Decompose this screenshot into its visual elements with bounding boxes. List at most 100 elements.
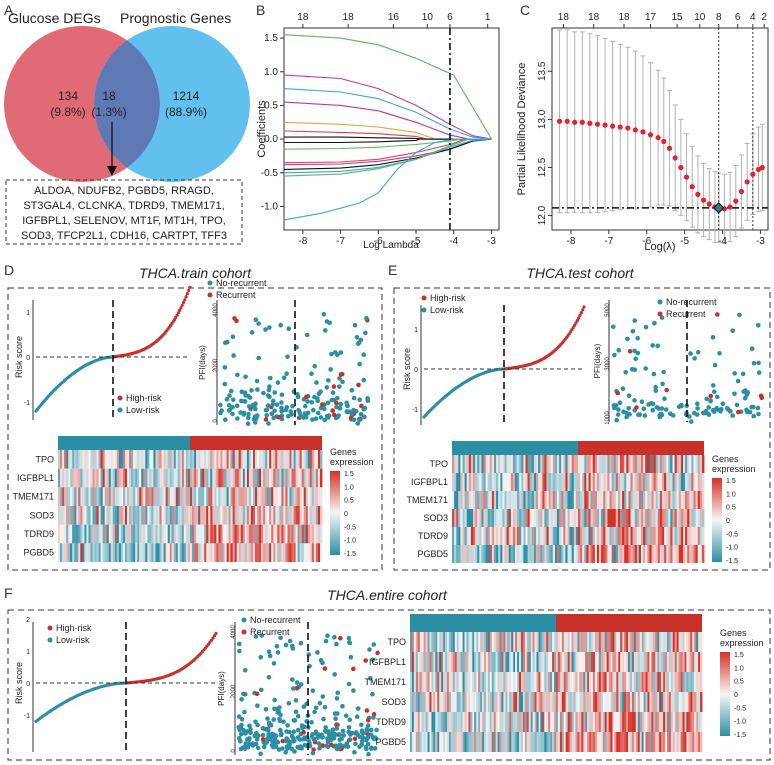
heatmap-cell	[505, 732, 508, 752]
heatmap-cell	[536, 632, 539, 652]
heatmap-cell	[257, 450, 260, 469]
heatmap-cell	[579, 732, 582, 752]
heatmap-cell	[531, 545, 535, 563]
heatmap-cell	[216, 543, 219, 562]
pfi-point	[291, 718, 297, 723]
heatmap-cell	[639, 672, 642, 692]
heatmap-cell	[123, 468, 126, 488]
heatmap-cell	[149, 487, 152, 506]
pfi-point	[253, 741, 259, 747]
heatmap-cell	[684, 652, 687, 672]
pfi-point	[635, 335, 640, 341]
heatmap-cell	[672, 712, 676, 732]
pfi-point	[715, 394, 720, 400]
heatmap-cell	[567, 473, 570, 491]
heatmap-cell	[169, 524, 173, 544]
pfi-point	[331, 412, 337, 418]
heatmap-cell	[696, 632, 699, 652]
heatmap-cell	[696, 692, 699, 712]
heatmap-cell	[682, 632, 685, 652]
pfi-legend-label: No-recurrent	[666, 297, 717, 307]
heatmap-cell	[494, 527, 497, 545]
heatmap-cell	[179, 506, 183, 525]
heatmap-cell	[226, 468, 229, 488]
heatmap-cell	[573, 455, 577, 473]
heatmap-cell	[450, 692, 454, 712]
heatmap-cell	[88, 506, 91, 525]
heatmap-cell	[108, 543, 112, 562]
pfi-point	[322, 417, 328, 423]
heatmap-cell	[630, 527, 633, 545]
heatmap-cell	[135, 487, 138, 506]
heatmap-cell	[78, 450, 81, 469]
heatmap-cell	[460, 491, 463, 509]
heatmap-cell	[526, 672, 530, 692]
heatmap-cell	[620, 455, 623, 473]
expression-legend-tick: -0.5	[726, 531, 738, 538]
heatmap-cell	[517, 527, 520, 545]
heatmap-cell	[573, 491, 577, 509]
heatmap-cell	[494, 491, 497, 509]
heatmap-cell	[645, 455, 648, 473]
heatmap-cell	[198, 506, 201, 525]
heatmap-cell	[515, 473, 518, 491]
pfi-point	[266, 421, 271, 426]
heatmap-cell	[220, 506, 223, 525]
heatmap-cell	[685, 545, 688, 563]
heatmap-cell	[133, 450, 136, 469]
heatmap-cell	[569, 672, 572, 692]
heatmap-cell	[479, 527, 482, 545]
heatmap-cell	[92, 450, 95, 469]
heatmap-cell	[544, 545, 547, 563]
heatmap-cell	[519, 652, 522, 672]
heatmap-cell	[202, 468, 205, 488]
heatmap-cell	[519, 712, 522, 732]
heatmap-cell	[501, 632, 504, 652]
expression-legend-tick: 1.0	[726, 491, 736, 498]
heatmap-cell	[131, 450, 134, 469]
heatmap-cell	[580, 527, 583, 545]
heatmap-cell	[694, 712, 697, 732]
heatmap-cell	[571, 527, 575, 545]
pfi-point	[368, 727, 374, 733]
heatmap-cell	[265, 524, 268, 544]
heatmap-cell	[534, 652, 537, 672]
heatmap-cell	[635, 632, 639, 652]
heatmap-cell	[155, 506, 158, 525]
heatmap-cell	[612, 652, 615, 672]
heatmap-cell	[460, 712, 463, 732]
deviance-point	[744, 179, 750, 185]
heatmap-gene-label: SOD3	[423, 513, 448, 523]
heatmap-cell	[590, 455, 594, 473]
heatmap-cell	[255, 524, 258, 544]
pfi-tick-label: 2000	[231, 684, 237, 698]
deviance-point	[572, 119, 578, 125]
heatmap-cell	[462, 672, 465, 692]
heatmap-cell	[533, 527, 537, 545]
heatmap-cell	[600, 652, 604, 672]
heatmap-cell	[573, 692, 576, 712]
pfi-legend-label: No-recurrent	[216, 278, 267, 288]
heatmap-cell	[686, 672, 689, 692]
deviance-point	[556, 118, 563, 124]
heatmap-cell	[499, 692, 502, 712]
heatmap-cell	[645, 632, 648, 652]
heatmap-cell	[510, 509, 514, 527]
heatmap-cell	[80, 450, 83, 469]
heatmap-cell	[593, 732, 596, 752]
heatmap-cell	[121, 487, 124, 506]
heatmap-cell	[636, 455, 640, 473]
heatmap-cell	[116, 468, 120, 488]
heatmap-cell	[295, 506, 298, 525]
pfi-point	[234, 318, 239, 324]
heatmap-cell	[248, 468, 252, 488]
heatmap-cell	[190, 450, 193, 469]
heatmap-cell	[188, 524, 191, 544]
heatmap-cell	[532, 692, 535, 712]
heatmap-cell	[206, 524, 209, 544]
heatmap-cell	[482, 692, 485, 712]
y-tick-label: 0.5	[264, 100, 278, 111]
heatmap-cell	[202, 450, 205, 469]
heatmap-cell	[226, 506, 229, 525]
heatmap-cell	[431, 692, 434, 712]
